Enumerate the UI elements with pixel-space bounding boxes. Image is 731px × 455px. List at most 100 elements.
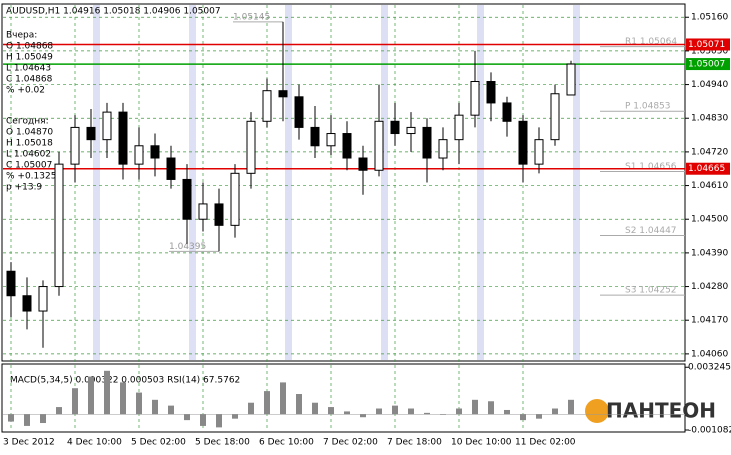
candle-body: [198, 203, 208, 220]
macd-bar: [360, 414, 366, 418]
macd-bar: [264, 391, 270, 415]
y2-tick-label: -0.001082: [688, 426, 731, 436]
y-tick-label: 1.05160: [691, 13, 728, 23]
annotation-label: 1.05145: [233, 12, 270, 22]
macd-bar: [232, 414, 238, 419]
candle-body: [566, 63, 576, 96]
candle-body: [390, 120, 400, 135]
macd-bar: [504, 409, 510, 415]
pivot-label: P 1.04853: [625, 102, 671, 112]
macd-bar: [488, 401, 494, 415]
x-tick-label: 11 Dec 02:00: [515, 438, 576, 448]
main-frame: [1, 3, 686, 362]
macd-bar: [152, 399, 158, 415]
y-tick-label: 1.04500: [691, 215, 728, 225]
macd-bar: [104, 370, 110, 415]
candle-body: [422, 126, 432, 159]
y-tick-label: 1.04720: [691, 147, 728, 157]
band: [477, 5, 484, 360]
candle-body: [454, 114, 464, 141]
macd-bar: [216, 414, 222, 428]
pivot-label: S1 1.04656: [625, 162, 677, 172]
candle-body: [326, 133, 336, 147]
candle-body: [86, 126, 96, 141]
pivot-label: S2 1.04447: [625, 226, 677, 236]
macd-bar: [376, 408, 382, 415]
sub-frame: [1, 363, 686, 433]
logo-icon: [585, 399, 609, 423]
macd-bar: [552, 408, 558, 415]
macd-bar: [200, 414, 206, 426]
macd-bar: [568, 399, 574, 415]
candle-body: [406, 126, 416, 135]
macd-bar: [472, 399, 478, 415]
candle-body: [214, 203, 224, 226]
band: [93, 5, 100, 360]
candle-body: [262, 90, 272, 122]
candle-body: [6, 270, 16, 297]
level-tag: [686, 38, 730, 51]
y-tick-label: 1.04280: [691, 282, 728, 292]
candle-body: [374, 120, 384, 171]
macd-bar: [40, 414, 46, 424]
macd-bar: [168, 405, 174, 415]
info-line: O 1.04870: [6, 128, 53, 138]
info-line: C 1.04868: [6, 75, 53, 85]
info-line: C 1.05007: [6, 161, 52, 171]
candle-body: [150, 145, 160, 159]
macd-bar: [456, 408, 462, 415]
band: [573, 5, 580, 360]
candle-body: [342, 133, 352, 159]
macd-bar: [56, 407, 62, 415]
band: [381, 5, 388, 360]
info-line: % +0.02: [6, 86, 45, 96]
macd-bar: [8, 414, 14, 422]
level-label: 1.05007: [688, 60, 725, 70]
macd-bar: [328, 407, 334, 415]
y2-tick-label: 0.003245: [688, 363, 731, 373]
info-line: Вчера:: [6, 31, 37, 41]
candle-body: [438, 139, 448, 159]
info-line: H 1.05049: [6, 53, 53, 63]
candle-body: [358, 157, 368, 171]
pivot-label: S3 1.04252: [625, 286, 677, 296]
candle-body: [470, 81, 480, 116]
logo: ПАНТЕОН: [585, 399, 716, 423]
macd-bar: [536, 414, 542, 419]
annotation-label: 1.04395: [169, 242, 206, 252]
macd-bar: [424, 412, 430, 415]
x-tick-label: 10 Dec 10:00: [451, 438, 512, 448]
info-line: Сегодня:: [6, 117, 49, 127]
macd-bar: [296, 394, 302, 415]
level-label: 1.05071: [688, 40, 725, 50]
candle-body: [70, 126, 80, 165]
macd-bar: [392, 405, 398, 415]
candle-body: [102, 111, 112, 141]
level-tag: [686, 58, 730, 71]
info-line: % +0.1325: [6, 172, 56, 182]
candle-body: [38, 286, 48, 312]
band: [285, 5, 292, 360]
y-tick-label: 1.04610: [691, 181, 728, 191]
logo-text: ПАНТЕОН: [606, 399, 716, 423]
macd-bar: [440, 414, 446, 415]
candle-body: [534, 139, 544, 165]
info-line: H 1.05018: [6, 139, 53, 149]
y-tick-label: 1.04170: [691, 316, 728, 326]
x-tick-label: 7 Dec 18:00: [387, 438, 442, 448]
candle-body: [518, 120, 528, 165]
band: [189, 5, 196, 360]
candle-body: [550, 93, 560, 141]
y-tick-label: 1.04940: [691, 80, 728, 90]
y-tick-label: 1.04060: [691, 349, 728, 359]
candle-body: [230, 172, 240, 226]
candle-body: [54, 163, 64, 288]
macd-bar: [120, 382, 126, 415]
info-line: p +13.9: [6, 183, 42, 193]
candle-body: [310, 126, 320, 147]
macd-bar: [184, 414, 190, 421]
candle-body: [246, 120, 256, 174]
macd-bar: [520, 414, 526, 421]
